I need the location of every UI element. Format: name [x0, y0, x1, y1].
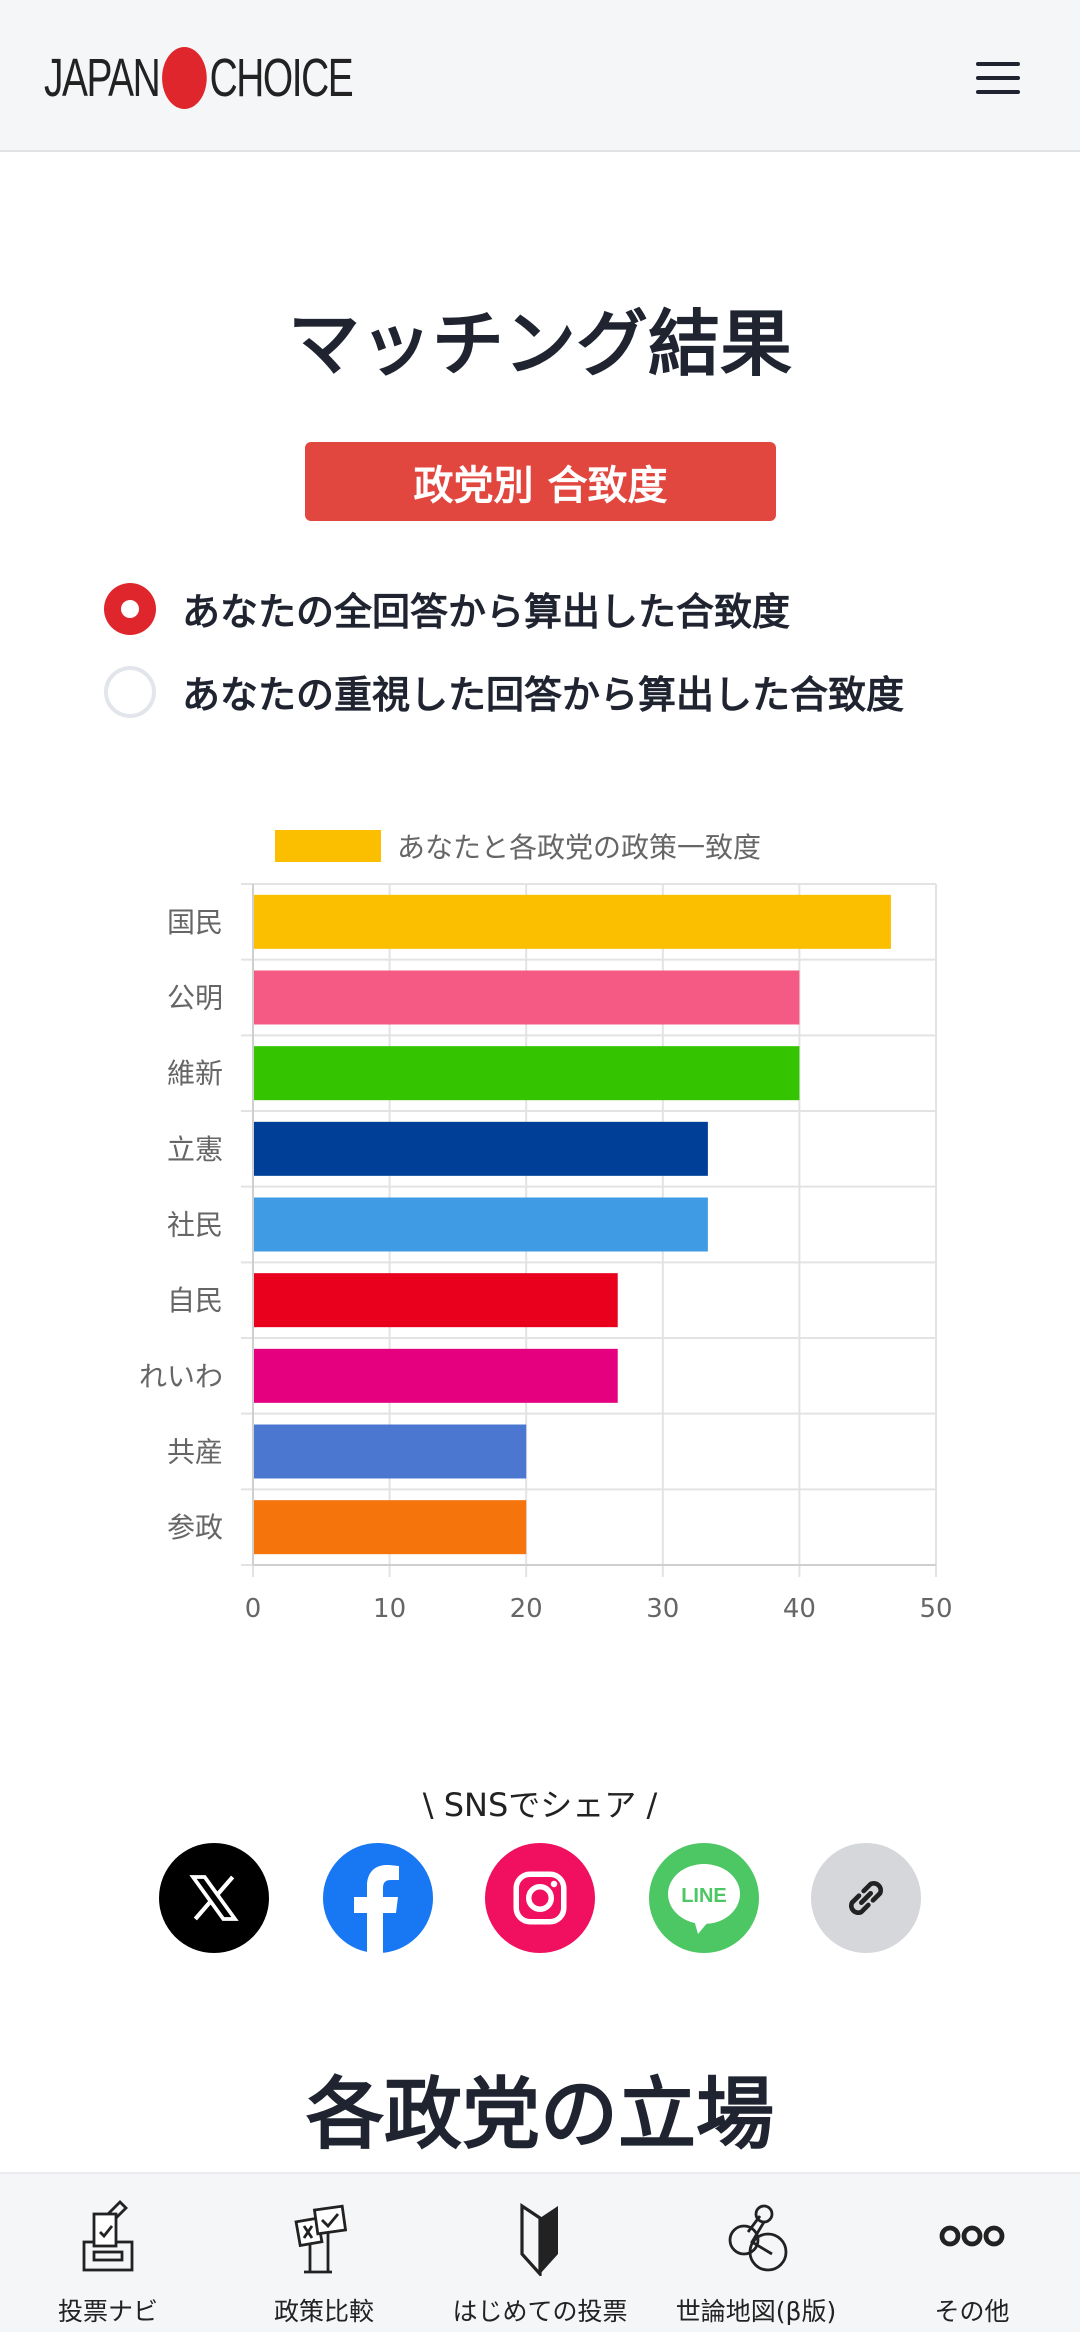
y-category-label: 立憲	[167, 1133, 223, 1166]
nav-vote-navi[interactable]: 投票ナビ	[0, 2174, 216, 2332]
section-title: 各政党の立場	[305, 2070, 774, 2160]
sns-share-label: \ SNSでシェア /	[422, 1786, 658, 1824]
ballot-box-icon	[82, 2200, 134, 2272]
share-x-button[interactable]	[159, 1843, 269, 1953]
chart-legend[interactable]: あなたと各政党の政策一致度	[275, 826, 761, 866]
opinion-map-icon	[728, 2204, 788, 2272]
more-dots-icon	[939, 2225, 1005, 2247]
y-category-label: 社民	[167, 1209, 223, 1242]
x-tick-label: 50	[919, 1594, 952, 1624]
x-tick-label: 10	[373, 1594, 406, 1624]
legend-swatch	[275, 830, 381, 862]
nav-label: 世論地図(β版)	[675, 2297, 837, 2326]
nav-label: その他	[934, 2297, 1010, 2326]
nav-label: 政策比較	[273, 2297, 374, 2326]
bar-共産	[253, 1424, 527, 1479]
copy-link-button[interactable]	[811, 1843, 921, 1953]
hamburger-menu-icon[interactable]	[972, 60, 1024, 96]
bar-社民	[253, 1197, 708, 1252]
x-tick-label: 30	[646, 1594, 679, 1624]
link-icon	[849, 1881, 883, 1915]
x-tick-label: 40	[783, 1594, 816, 1624]
line-icon: LINE	[668, 1864, 740, 1934]
bar-国民	[253, 894, 891, 949]
y-category-label: 維新	[167, 1057, 223, 1090]
nav-other[interactable]: その他	[864, 2174, 1080, 2332]
x-tick-label: 0	[245, 1594, 262, 1624]
logo-text-left: JAPAN	[44, 48, 161, 108]
logo[interactable]: JAPAN CHOICE	[44, 47, 354, 109]
option-all-answers[interactable]: あなたの全回答から算出した合致度	[104, 581, 790, 636]
option-label: あなたの全回答から算出した合致度	[182, 590, 791, 634]
option-weighted-answers[interactable]: あなたの重視した回答から算出した合致度	[104, 664, 904, 719]
y-category-label: 国民	[167, 906, 223, 939]
app-header: JAPAN CHOICE	[0, 0, 1080, 152]
y-category-label: れいわ	[139, 1360, 223, 1393]
x-tick-label: 20	[510, 1594, 543, 1624]
party-match-badge: 政党別 合致度	[305, 442, 776, 521]
logo-red-dot	[162, 47, 207, 109]
svg-text:LINE: LINE	[681, 1885, 727, 1907]
beginner-mark-icon	[520, 2203, 558, 2276]
bar-維新	[253, 1046, 800, 1101]
radio-selected[interactable]	[104, 582, 156, 635]
protest-signs-icon	[294, 2204, 348, 2274]
share-facebook-button[interactable]	[323, 1843, 433, 1953]
x-logo-icon	[189, 1875, 239, 1921]
nav-policy-compare[interactable]: 政策比較	[216, 2174, 432, 2332]
nav-opinion-map[interactable]: 世論地図(β版)	[648, 2174, 864, 2332]
radio-unselected[interactable]	[104, 665, 156, 718]
facebook-icon	[354, 1865, 399, 1953]
bar-れいわ	[253, 1348, 618, 1403]
option-label: あなたの重視した回答から算出した合致度	[182, 673, 905, 717]
nav-label: 投票ナビ	[57, 2297, 158, 2326]
share-instagram-button[interactable]	[485, 1843, 595, 1953]
bottom-nav: 投票ナビ 政策比較 はじめての投票 世論地図(β版) その他	[0, 2172, 1080, 2332]
bar-公明	[253, 970, 800, 1025]
y-category-label: 共産	[167, 1436, 223, 1469]
page-title: マッチング結果	[287, 302, 792, 386]
nav-label: はじめての投票	[452, 2297, 628, 2326]
y-category-label: 自民	[167, 1284, 223, 1317]
legend-label: あなたと各政党の政策一致度	[397, 831, 762, 864]
bar-自民	[253, 1273, 618, 1328]
nav-first-vote[interactable]: はじめての投票	[432, 2174, 648, 2332]
y-category-label: 参政	[167, 1511, 223, 1544]
instagram-icon	[513, 1871, 567, 1925]
y-category-label: 公明	[167, 982, 223, 1015]
bar-立憲	[253, 1121, 708, 1176]
bar-参政	[253, 1500, 527, 1555]
share-line-button[interactable]: LINE	[649, 1843, 759, 1953]
logo-text-right: CHOICE	[209, 48, 354, 108]
